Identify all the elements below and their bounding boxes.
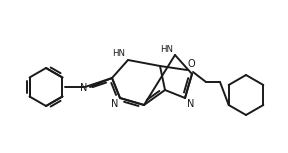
Text: N: N xyxy=(111,99,118,109)
Text: N: N xyxy=(187,99,194,109)
Text: N: N xyxy=(79,83,87,93)
Text: HN: HN xyxy=(160,45,173,54)
Text: O: O xyxy=(188,59,196,69)
Text: HN: HN xyxy=(112,49,125,58)
